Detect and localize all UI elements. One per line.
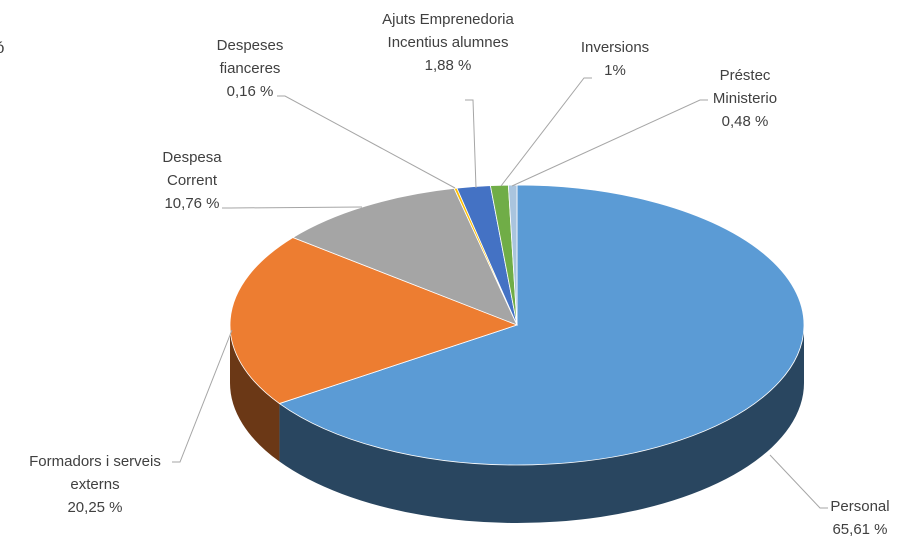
- data-label: Personal 65,61 %: [820, 495, 900, 541]
- category-label: Personal: [830, 498, 890, 515]
- value-label: 0,16 %: [226, 83, 274, 100]
- slice: [292, 187, 518, 326]
- leader-line: [511, 99, 708, 187]
- data-label: Inversions 1%: [560, 36, 670, 82]
- value-label: 1%: [604, 62, 626, 79]
- data-label: Despeses fianceres 0,16 %: [195, 34, 305, 103]
- slice: [278, 184, 805, 466]
- category-label: Inversions: [580, 39, 650, 56]
- category-label: Despeses fianceres: [216, 37, 284, 77]
- value-label: 10,76 %: [164, 195, 220, 212]
- category-label: Despesa Corrent: [162, 149, 222, 189]
- value-label: 0,48 %: [721, 113, 769, 130]
- value-label: 65,61 %: [832, 521, 888, 538]
- leader-line: [465, 99, 477, 189]
- chart-title: ió: [0, 40, 4, 58]
- leader-line: [500, 77, 592, 187]
- slice: [507, 184, 518, 326]
- category-label: Préstec Ministerio: [712, 67, 778, 107]
- slice-side: [230, 325, 280, 462]
- value-label: 1,88 %: [424, 57, 472, 74]
- leader-line: [769, 454, 828, 509]
- slice: [229, 237, 519, 405]
- value-label: 20,25 %: [67, 499, 123, 516]
- data-label: Ajuts Emprenedoria Incentius alumnes 1,88…: [360, 8, 536, 77]
- leader-line: [222, 206, 363, 209]
- slice-side: [279, 325, 805, 523]
- category-label: Ajuts Emprenedoria Incentius alumnes: [382, 11, 514, 51]
- data-label: Formadors i serveis externs 20,25 %: [5, 450, 185, 519]
- data-label: Despesa Corrent 10,76 %: [140, 146, 244, 215]
- category-label: Formadors i serveis externs: [29, 453, 161, 493]
- leader-line: [277, 95, 456, 189]
- data-label: Préstec Ministerio 0,48 %: [690, 64, 800, 133]
- leader-line: [172, 329, 233, 463]
